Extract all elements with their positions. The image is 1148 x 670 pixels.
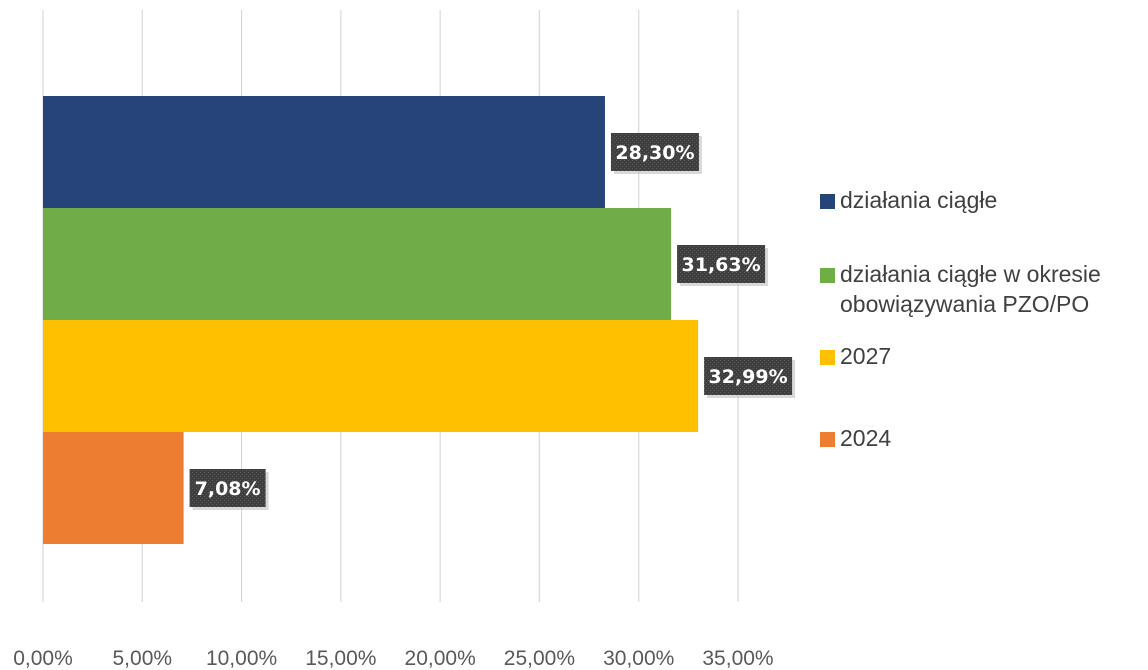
data-label-text: 31,63% (682, 254, 761, 276)
x-tick-label: 15,00% (305, 647, 376, 670)
x-tick-label: 25,00% (504, 647, 575, 670)
legend-label: 2024 (840, 425, 891, 451)
x-tick-label: 30,00% (603, 647, 674, 670)
x-tick-label: 10,00% (206, 647, 277, 670)
data-label: 7,08% (189, 469, 269, 510)
bar (43, 96, 605, 208)
legend-swatch (820, 194, 835, 209)
legend-item: 2024 (820, 425, 891, 451)
data-label-box (189, 469, 266, 507)
bar (43, 320, 699, 432)
data-label-text: 32,99% (709, 366, 788, 388)
data-labels: 28,30% 31,63% 32,99% 7,08% (189, 133, 796, 510)
data-label-box (610, 133, 699, 171)
legend: działania ciągłe działania ciągłe w okres… (820, 187, 1101, 451)
x-tick-label: 5,00% (113, 647, 173, 670)
bars (43, 96, 699, 544)
data-label: 32,99% (704, 357, 796, 398)
legend-item: działania ciągłe w okresie obowiązywania … (820, 261, 1101, 317)
x-tick-label: 20,00% (405, 647, 476, 670)
legend-swatch (820, 268, 835, 283)
legend-label: 2027 (840, 343, 891, 369)
bar (43, 432, 184, 544)
x-axis-tick-labels: 0,00% 5,00% 10,00% 15,00% 20,00% 25,00% 30,00%… (13, 647, 773, 670)
legend-label: działania ciągłe (840, 187, 997, 213)
legend-label: działania ciągłe w okresie obowiązywania … (840, 261, 1101, 317)
bar (43, 208, 672, 320)
data-label: 31,63% (677, 245, 769, 286)
x-tick-label: 35,00% (702, 647, 773, 670)
data-label-text: 7,08% (195, 478, 261, 500)
data-label: 28,30% (610, 133, 702, 174)
legend-swatch (820, 350, 835, 365)
legend-swatch (820, 432, 835, 447)
x-tick-label: 0,00% (13, 647, 73, 670)
data-label-text: 28,30% (615, 142, 694, 164)
data-label-box (677, 245, 766, 283)
legend-item: 2027 (820, 343, 891, 369)
data-label-box (704, 357, 793, 395)
legend-item: działania ciągłe (820, 187, 997, 213)
